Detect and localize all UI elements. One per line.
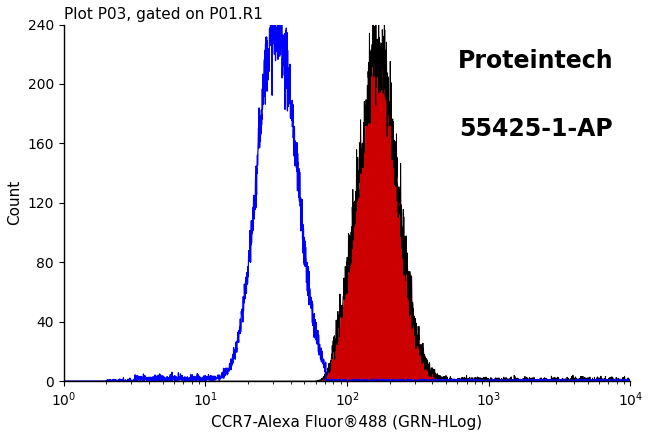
- Text: Plot P03, gated on P01.R1: Plot P03, gated on P01.R1: [64, 7, 263, 22]
- Text: Proteintech: Proteintech: [458, 49, 614, 73]
- Y-axis label: Count: Count: [7, 180, 22, 225]
- X-axis label: CCR7-Alexa Fluor®488 (GRN-HLog): CCR7-Alexa Fluor®488 (GRN-HLog): [211, 415, 482, 430]
- Text: 55425-1-AP: 55425-1-AP: [460, 117, 614, 141]
